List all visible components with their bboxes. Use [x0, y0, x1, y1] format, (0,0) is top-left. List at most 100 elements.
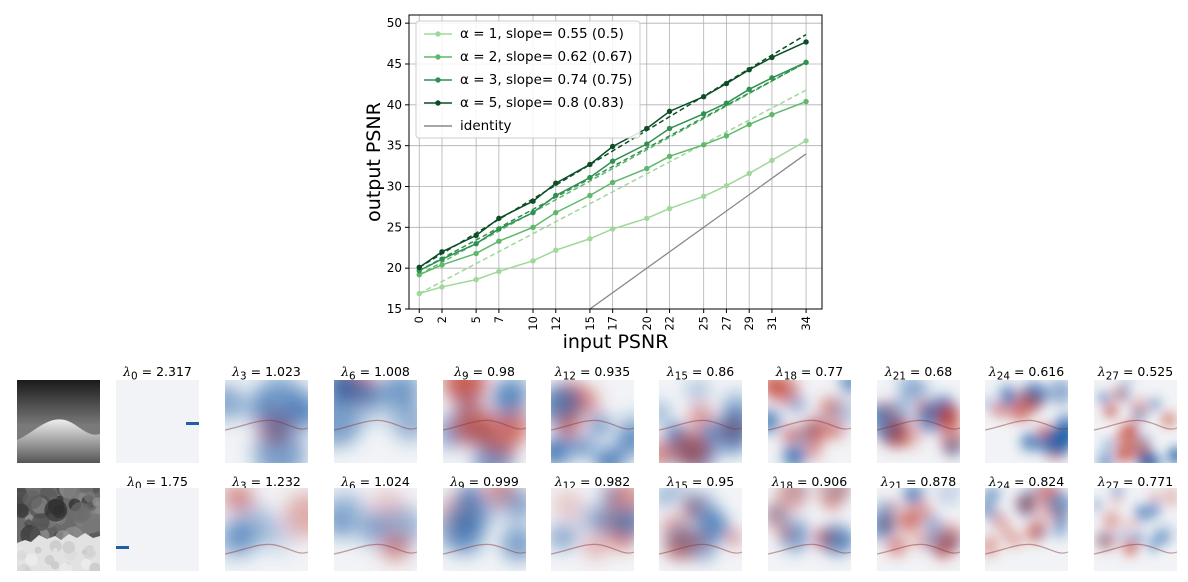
eigenvector-image: [659, 488, 742, 571]
equals-sign: =: [141, 474, 161, 489]
data-point: [746, 170, 752, 177]
eigenvalue-value: 0.906: [811, 474, 848, 489]
data-point: [473, 276, 479, 283]
lambda-symbol: λ: [341, 474, 350, 489]
eigenvalue-index: 0: [135, 480, 142, 493]
y-tick-label: 50: [387, 16, 402, 30]
lambda-symbol: λ: [775, 364, 784, 379]
eigenvalue-value: 0.77: [815, 364, 844, 379]
eigenvector-image: [116, 488, 199, 571]
equals-sign: =: [1009, 364, 1029, 379]
equals-sign: =: [355, 474, 375, 489]
eigenvalue-value: 0.999: [483, 474, 519, 489]
data-point: [769, 54, 775, 61]
eigenvector-image: [443, 380, 526, 463]
legend-label: identity: [460, 118, 512, 134]
lambda-symbol: λ: [232, 474, 241, 489]
x-tick-label: 15: [583, 316, 597, 331]
eigenvalue-label: λ21 = 0.68: [864, 364, 974, 383]
x-tick-label: 20: [640, 316, 654, 331]
eigenvector-image: [551, 488, 634, 571]
eigenvalue-index: 9: [458, 480, 465, 493]
data-point: [746, 121, 752, 128]
lambda-symbol: λ: [1097, 364, 1106, 379]
eigenvector-image: [225, 380, 308, 463]
data-point: [609, 179, 616, 186]
data-point: [700, 142, 707, 148]
x-tick-label: 27: [719, 316, 733, 331]
data-point: [439, 262, 445, 268]
eigenvector-image: [225, 488, 308, 571]
eigenvalue-value: 0.878: [920, 474, 957, 489]
eigenvalue-value: 0.982: [594, 474, 631, 489]
eigenvalue-value: 1.023: [265, 364, 301, 379]
eigenvalue-label: λ12 = 0.935: [538, 364, 648, 383]
source-image-1: [17, 380, 100, 463]
eigenvalue-label: λ9 = 0.98: [430, 364, 540, 383]
legend-label: α = 5, slope= 0.8 (0.83): [460, 95, 624, 111]
eigenvalue-value: 0.525: [1137, 364, 1174, 379]
data-point: [644, 215, 650, 222]
equals-sign: =: [1009, 474, 1029, 489]
psnr-chart: 0 2 5 7 10 12 15 17 20 22 25 27 29 31 34 1520253035404…: [363, 14, 823, 353]
y-ticks: 15 20 25 30 35 40 45 50: [387, 16, 409, 316]
equals-sign: =: [246, 474, 266, 489]
legend-marker: [435, 31, 441, 37]
data-point: [530, 258, 536, 264]
data-point: [530, 209, 536, 216]
y-tick-label: 40: [387, 98, 402, 112]
data-point: [666, 125, 673, 132]
lambda-symbol: λ: [127, 474, 136, 489]
x-tick-label: 2: [435, 316, 449, 323]
data-point: [746, 86, 752, 93]
data-point: [609, 226, 616, 232]
eigenvalue-label: λ6 = 1.008: [321, 364, 431, 383]
legend-label: α = 1, slope= 0.55 (0.5): [460, 26, 624, 42]
x-tick-label: 10: [526, 316, 540, 331]
x-tick-label: 5: [469, 316, 483, 323]
data-point: [609, 158, 616, 164]
eigenvector-image: [659, 380, 742, 463]
data-point: [416, 264, 422, 271]
lambda-symbol: λ: [123, 364, 132, 379]
y-tick-label: 35: [387, 139, 402, 153]
eigenvector-image: [551, 380, 634, 463]
lambda-symbol: λ: [232, 364, 241, 379]
lambda-symbol: λ: [666, 364, 675, 379]
data-point: [700, 193, 707, 199]
eigenvalue-index: 0: [131, 370, 138, 383]
data-point: [803, 138, 809, 144]
data-point: [666, 205, 673, 212]
equals-sign: =: [355, 364, 375, 379]
lambda-symbol: λ: [988, 364, 997, 379]
equals-sign: =: [1118, 364, 1138, 379]
y-tick-label: 20: [387, 261, 402, 275]
eigenvalue-value: 1.024: [374, 474, 410, 489]
eigenvector-image: [1094, 380, 1177, 463]
data-point: [553, 180, 559, 186]
eigenvector-image: [1094, 488, 1177, 571]
eigenvalue-value: 0.616: [1028, 364, 1065, 379]
data-point: [496, 215, 502, 222]
data-point: [496, 226, 502, 232]
equals-sign: =: [575, 364, 595, 379]
eigenvector-image: [985, 488, 1068, 571]
identity-line: [589, 153, 807, 310]
data-point: [416, 290, 422, 297]
y-tick-label: 25: [387, 220, 402, 234]
equals-sign: =: [575, 474, 595, 489]
x-ticks: 0 2 5 7 10 12 15 17 20 22 25 27 29 31 34: [412, 309, 813, 331]
y-tick-label: 45: [387, 57, 402, 71]
data-point: [439, 256, 445, 262]
data-point: [496, 268, 502, 275]
data-point: [553, 209, 559, 216]
x-tick-label: 7: [492, 316, 506, 323]
lambda-symbol: λ: [341, 364, 350, 379]
lambda-symbol: λ: [554, 364, 563, 379]
data-point: [666, 108, 673, 115]
eigenvector-image: [443, 488, 526, 571]
eigenvalue-index: 6: [349, 370, 356, 383]
legend-marker: [435, 100, 441, 106]
data-point: [723, 100, 730, 106]
eigenvector-image: [334, 488, 417, 571]
